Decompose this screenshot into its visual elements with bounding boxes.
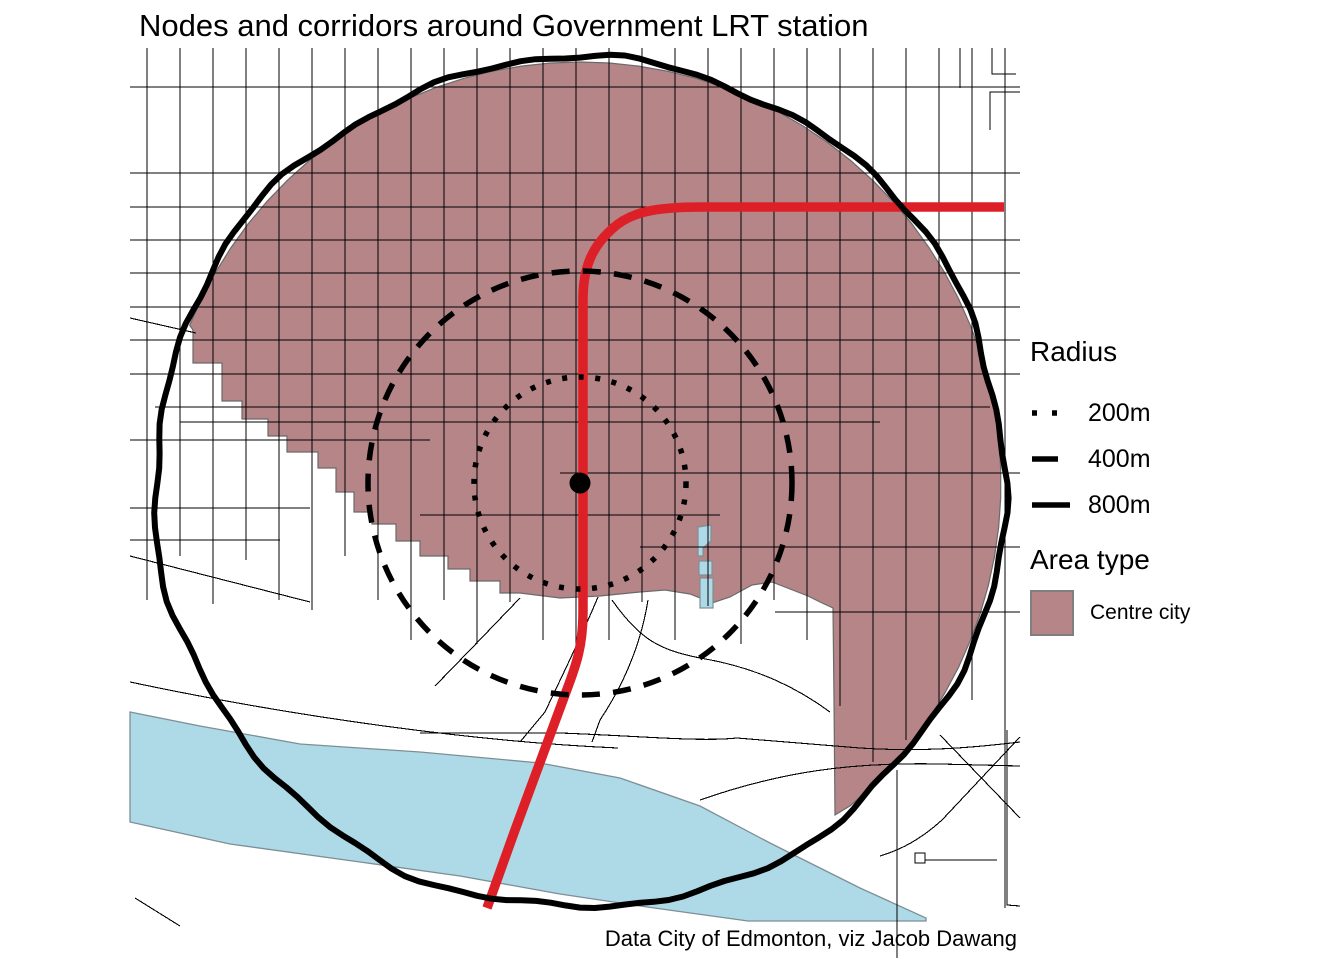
legend-label-400m: 400m [1088,444,1151,473]
legend-area-type-title: Area type [1030,544,1150,575]
legend: Radius 200m 400m 800m Area type Centre c… [1030,336,1330,638]
centre-city-swatch [1030,590,1074,636]
caption: Data City of Edmonton, viz Jacob Dawang [604,926,1017,951]
river-shape [129,711,927,922]
radius-circles [151,51,1012,911]
dashed-line-icon [1032,456,1072,462]
legend-item-400m: 400m [1030,436,1330,482]
creek-shape [697,524,714,609]
page-title: Nodes and corridors around Government LR… [139,8,869,43]
legend-label-centre-city: Centre city [1090,601,1191,624]
solid-line-icon [1032,502,1070,508]
legend-item-800m: 800m [1030,482,1330,528]
legend-item-centre-city: Centre city [1030,588,1330,638]
legend-label-200m: 200m [1088,398,1151,427]
legend-item-200m: 200m [1030,390,1330,436]
legend-radius-title: Radius [1030,336,1118,367]
dotted-line-icon [1032,410,1072,416]
legend-label-800m: 800m [1088,490,1151,519]
lrt-corridor-line [482,202,1004,910]
